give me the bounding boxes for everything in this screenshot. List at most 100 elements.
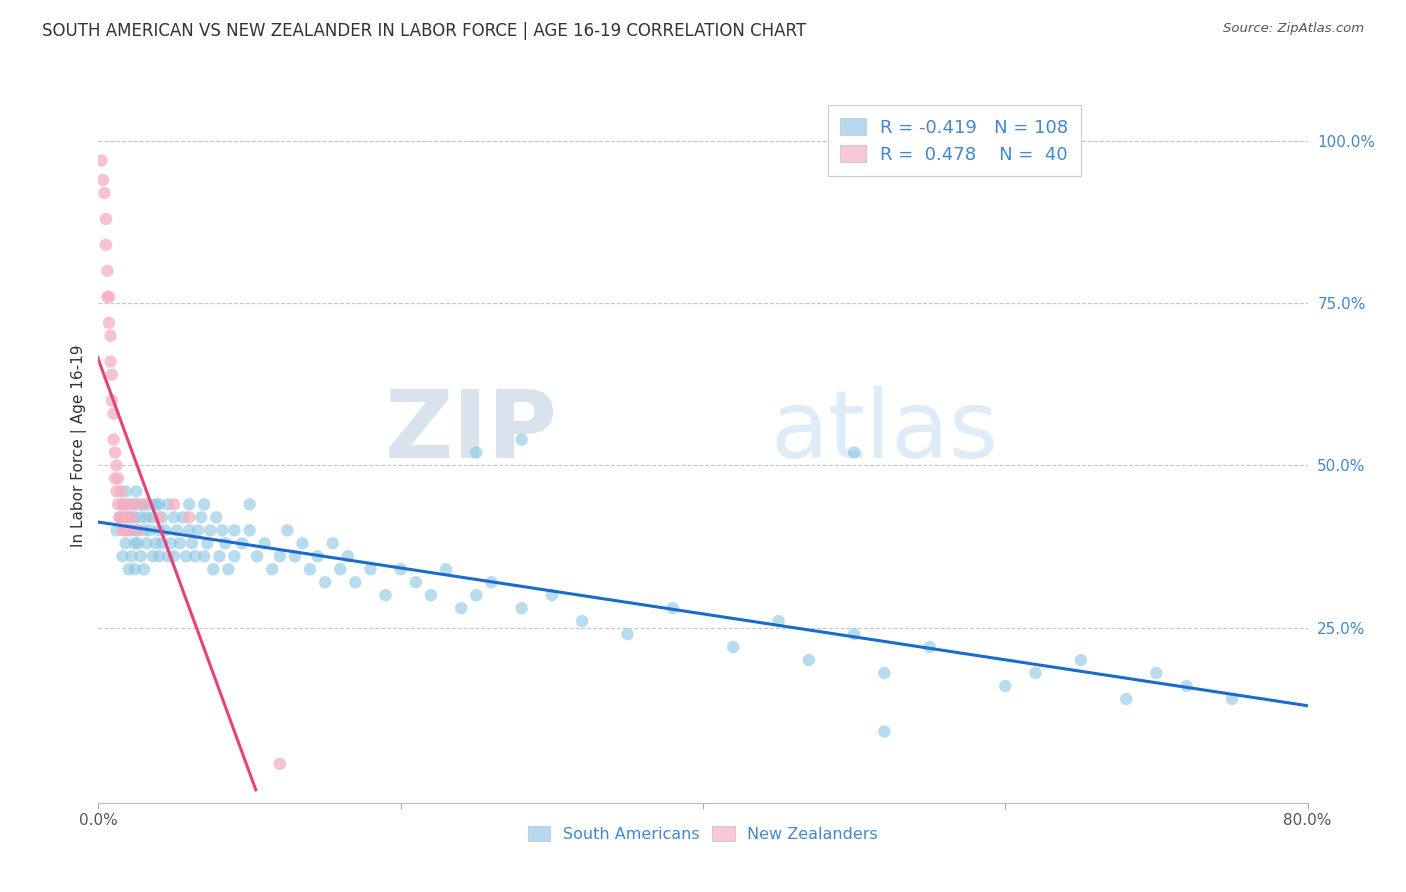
Point [299,562,322,576]
Point [510,433,533,447]
Point [124,536,146,550]
Point [118,562,141,576]
Point [169,536,191,550]
Point [616,627,638,641]
Point [797,653,820,667]
Point [150,536,173,550]
Point [239,497,262,511]
Point [156,497,179,511]
Point [127,524,149,538]
Legend: South Americans, New Zealanders: South Americans, New Zealanders [522,820,884,848]
Point [110,510,132,524]
Point [107,471,129,485]
Point [121,510,143,524]
Point [94,211,117,226]
Point [118,510,141,524]
Point [844,627,866,641]
Point [156,549,179,564]
Point [114,524,136,538]
Point [108,510,131,524]
Point [105,458,128,473]
Point [179,524,201,538]
Point [208,549,231,564]
Point [344,575,367,590]
Point [1070,653,1092,667]
Point [314,575,336,590]
Point [135,536,157,550]
Point [142,510,165,524]
Point [172,510,194,524]
Point [246,549,269,564]
Point [111,497,134,511]
Point [360,562,382,576]
Point [132,497,155,511]
Point [98,290,121,304]
Point [160,536,183,550]
Point [918,640,941,654]
Point [127,497,149,511]
Point [374,588,396,602]
Point [322,536,344,550]
Point [132,562,155,576]
Point [844,445,866,459]
Point [148,549,170,564]
Point [193,549,215,564]
Point [139,497,162,511]
Point [98,316,121,330]
Point [540,588,562,602]
Y-axis label: In Labor Force | Age 16-19: In Labor Force | Age 16-19 [72,344,87,548]
Point [100,328,122,343]
Point [103,433,125,447]
Point [510,601,533,615]
Point [142,549,165,564]
Point [450,601,472,615]
Point [262,562,284,576]
Point [145,536,167,550]
Point [125,484,148,499]
Point [420,588,443,602]
Point [873,724,896,739]
Point [434,562,457,576]
Point [125,524,148,538]
Point [1024,666,1046,681]
Point [307,549,329,564]
Point [873,666,896,681]
Point [139,524,162,538]
Point [96,264,118,278]
Point [253,536,276,550]
Point [336,549,359,564]
Point [110,484,132,499]
Point [181,536,204,550]
Point [118,524,141,538]
Point [200,524,222,538]
Point [1175,679,1198,693]
Point [107,497,129,511]
Point [163,497,186,511]
Point [111,549,134,564]
Text: ZIP: ZIP [385,385,558,478]
Point [202,562,225,576]
Point [291,536,314,550]
Point [124,510,146,524]
Point [94,238,117,252]
Point [187,524,209,538]
Point [723,640,745,654]
Point [132,524,155,538]
Point [121,524,143,538]
Point [205,510,228,524]
Point [108,510,131,524]
Point [211,524,233,538]
Text: Source: ZipAtlas.com: Source: ZipAtlas.com [1223,22,1364,36]
Point [193,497,215,511]
Point [661,601,683,615]
Point [163,549,186,564]
Point [104,471,127,485]
Point [135,510,157,524]
Point [111,524,134,538]
Point [405,575,427,590]
Point [768,614,790,628]
Point [103,407,125,421]
Point [114,536,136,550]
Point [1144,666,1167,681]
Point [104,445,127,459]
